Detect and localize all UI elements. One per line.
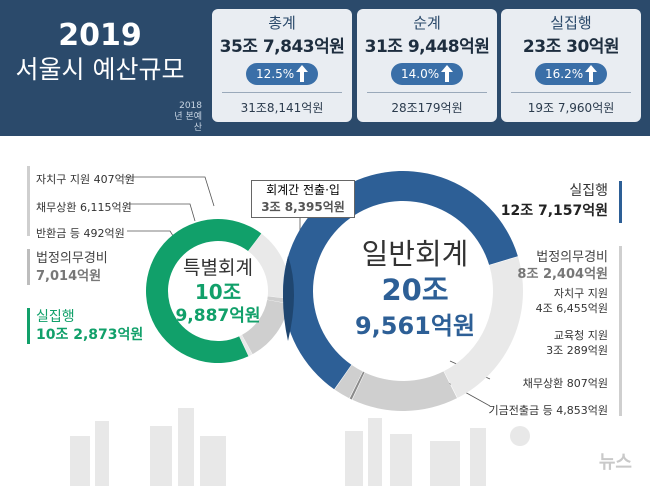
overlap-lens: [283, 256, 294, 341]
label-special-execution: 실집행 10조 2,873억원: [36, 308, 143, 344]
special-total-1: 10조: [194, 280, 242, 304]
bracket-bar-special-other: [27, 166, 30, 236]
card-value: 35조 7,843억원: [219, 37, 345, 57]
label-special-district: 자치구 지원 407억원: [36, 171, 135, 187]
card-title: 순계: [413, 14, 441, 32]
special-total-2: 9,887억원: [175, 306, 261, 326]
label-general-execution: 실집행 12조 7,157억원: [501, 181, 608, 221]
general-title: 일반회계: [361, 237, 469, 271]
arrow-up-icon: [585, 65, 597, 82]
label-general-mandatory: 법정의무경비 8조 2,404억원: [517, 249, 608, 283]
segment-value: 12조 7,157억원: [500, 203, 608, 219]
card-total: 총계 35조 7,843억원 12.5% 31조8,141억원: [212, 9, 352, 122]
group-name: 법정의무경비: [536, 250, 608, 265]
segment-name: 교육청 지원: [553, 329, 608, 342]
arrow-up-icon: [441, 65, 453, 82]
general-slice-2: [352, 371, 458, 411]
segment-name: 법정의무경비: [36, 251, 108, 266]
label-general-debt: 채무상환 807억원: [523, 375, 608, 391]
special-slice-4: [239, 334, 253, 357]
overlap-value: 3조 8,395억원: [261, 200, 345, 214]
card-divider: [511, 92, 631, 93]
city-skyline-decoration: [70, 408, 530, 486]
watermark: 뉴스: [598, 452, 632, 473]
card-net: 순계 31조 9,448억원 14.0% 28조179억원: [357, 9, 497, 122]
overlap-label-box: 회계간 전출·입 3조 8,395억원: [251, 180, 355, 218]
label-special-mandatory: 법정의무경비 7,014억원: [36, 250, 108, 286]
card-base-value: 28조179억원: [391, 101, 463, 115]
title-year: 2019: [58, 18, 142, 53]
leader-line-2: [127, 230, 176, 240]
card-divider: [222, 92, 342, 93]
growth-badge: 16.2%: [535, 63, 607, 85]
segment-value: 407억원: [93, 173, 135, 186]
bracket-bar-special-mandatory: [27, 249, 30, 285]
leader-line-0: [124, 176, 215, 207]
segment-value: 6,115억원: [79, 201, 132, 214]
title-label: 서울시 예산규모: [15, 55, 185, 84]
arrow-up-icon: [296, 65, 308, 82]
general-slice-3: [349, 371, 365, 400]
group-value: 8조 2,404억원: [517, 267, 608, 282]
segment-name: 자치구 지원: [36, 173, 91, 186]
general-account-donut: [283, 171, 523, 411]
card-base-value: 19조 7,960억원: [527, 101, 615, 115]
bracket-bar-special-execution: [27, 308, 30, 344]
segment-value: 3조 289억원: [546, 344, 608, 357]
card-base-value: 31조8,141억원: [240, 101, 324, 115]
segment-name: 자치구 지원: [553, 287, 608, 300]
segment-name: 실집행: [569, 183, 608, 199]
label-general-education: 교육청 지원 3조 289억원: [546, 328, 608, 358]
special-account-donut: [146, 219, 290, 364]
special-center-label: 특별회계 10조 9,887억원: [168, 256, 268, 328]
bracket-bar-general-mandatory: [619, 246, 622, 416]
special-slice-1: [248, 233, 290, 299]
base-year-label: 2018년 본예산: [174, 101, 202, 133]
segment-value: 10조 2,873억원: [36, 327, 144, 343]
card-title: 실집행: [550, 14, 592, 32]
label-general-fund: 기금전출금 등 4,853억원: [489, 402, 608, 418]
chart-canvas: [70, 171, 530, 486]
segment-name: 기금전출금 등: [488, 404, 553, 417]
special-slice-3: [242, 299, 289, 355]
overlap-region: [283, 256, 294, 341]
growth-badge: 14.0%: [391, 63, 463, 85]
growth-value: 14.0%: [401, 67, 440, 81]
general-slice-4: [334, 364, 363, 399]
general-total-2: 9,561억원: [354, 312, 476, 340]
budget-donut-chart: 자치구 지원 407억원 채무상환 6,115억원 반환금 등 492억원 법정…: [0, 136, 650, 486]
segment-value: 4조 6,455억원: [535, 302, 608, 315]
general-total-1: 20조: [381, 273, 449, 307]
main-title: 2019 서울시 예산규모: [0, 18, 200, 86]
overlap-label: 회계간 전출·입: [266, 183, 340, 197]
special-slice-0: [146, 219, 262, 364]
growth-value: 12.5%: [256, 67, 295, 81]
label-special-refund: 반환금 등 492억원: [36, 225, 125, 241]
growth-badge: 12.5%: [246, 63, 318, 85]
card-divider: [367, 92, 487, 93]
header-banner: 2019 서울시 예산규모 2018년 본예산 총계 35조 7,843억원 1…: [0, 0, 650, 136]
bracket-bar-general-execution: [619, 181, 622, 223]
label-special-debt: 채무상환 6,115억원: [36, 199, 132, 215]
special-title: 특별회계: [183, 257, 253, 279]
segment-value: 7,014억원: [36, 269, 102, 284]
segment-name: 채무상환: [36, 201, 77, 214]
general-center-label: 일반회계 20조 9,561억원: [345, 236, 485, 344]
growth-value: 16.2%: [545, 67, 584, 81]
segment-value: 492억원: [83, 227, 125, 240]
segment-value: 4,853억원: [556, 404, 608, 417]
segment-name: 실집행: [36, 309, 75, 325]
card-value: 31조 9,448억원: [364, 37, 490, 57]
segment-name: 반환금 등: [36, 227, 80, 240]
label-general-district: 자치구 지원 4조 6,455억원: [536, 286, 608, 316]
leader-line-1: [126, 203, 196, 222]
general-slice-1: [443, 256, 523, 398]
segment-value: 807억원: [566, 377, 608, 390]
card-title: 총계: [268, 14, 296, 32]
segment-name: 채무상환: [522, 377, 564, 390]
card-execution: 실집행 23조 30억원 16.2% 19조 7,960억원: [501, 9, 641, 122]
card-value: 23조 30억원: [522, 37, 620, 57]
